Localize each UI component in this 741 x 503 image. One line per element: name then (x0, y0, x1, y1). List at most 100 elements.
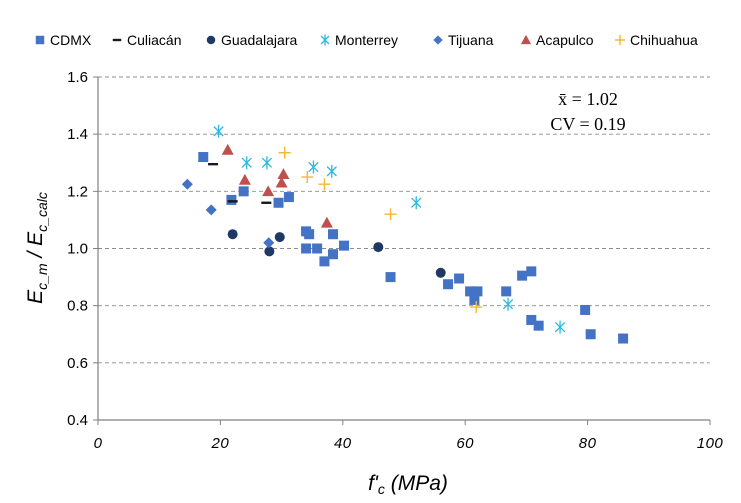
point-tijuana (263, 237, 275, 249)
point-acapulco (221, 143, 234, 155)
y-tick-label: 0.8 (67, 298, 88, 315)
point-tijuana (205, 204, 217, 216)
y-axis-title-sep: / (24, 246, 47, 264)
y-tick-label: 1.4 (67, 126, 88, 143)
point-acapulco (275, 176, 288, 188)
point-chihuahua (384, 208, 397, 221)
y-tick-label: 1.6 (67, 69, 88, 86)
legend-label-chihuahua: Chihuahua (630, 32, 698, 48)
point-cdmx (226, 194, 237, 205)
legend-marker-monterrey (320, 34, 330, 46)
legend-item-acapulco: Acapulco (520, 32, 594, 48)
x-tick-label: 20 (211, 435, 230, 452)
x-tick-label: 0 (94, 435, 103, 452)
point-monterrey (261, 156, 273, 170)
point-cdmx (526, 314, 537, 325)
point-monterrey (241, 156, 252, 170)
point-cdmx (301, 243, 312, 254)
point-cdmx (198, 152, 209, 163)
legend-item-cdmx: CDMX (35, 32, 92, 48)
x-tick-label: 100 (697, 435, 724, 452)
point-monterrey (411, 196, 422, 210)
point-cdmx (273, 197, 284, 208)
x-tick-label: 80 (579, 435, 597, 452)
point-cdmx (469, 294, 480, 305)
legend-marker-cdmx (35, 35, 45, 45)
point-chihuahua (278, 146, 291, 159)
legend-item-monterrey: Monterrey (320, 32, 398, 48)
point-cdmx (585, 329, 596, 340)
point-cdmx (580, 304, 591, 315)
y-tick-label: 0.4 (67, 412, 88, 429)
point-cdmx (385, 272, 396, 283)
y-tick-label: 0.6 (67, 355, 88, 372)
point-cdmx (319, 256, 330, 267)
x-axis-title-unit: (MPa) (385, 472, 448, 495)
x-axis-title-sub: c (378, 481, 385, 497)
x-tick-label: 60 (456, 435, 474, 452)
point-acapulco (277, 168, 290, 179)
x-axis-title: f'c (MPa) (368, 472, 448, 497)
point-cdmx (533, 320, 544, 331)
legend-marker-tijuana (433, 35, 443, 45)
point-guadalajara (227, 229, 238, 240)
point-guadalajara (274, 232, 285, 243)
point-guadalajara (373, 242, 384, 253)
point-cdmx (517, 270, 528, 281)
point-acapulco (262, 185, 275, 197)
point-cdmx (328, 249, 339, 260)
point-chihuahua (301, 171, 314, 184)
point-cdmx (526, 266, 537, 277)
point-cdmx (312, 243, 323, 254)
point-monterrey (213, 124, 224, 138)
point-cdmx (328, 229, 339, 240)
grid-layer (98, 76, 710, 364)
point-acapulco (320, 216, 333, 228)
mean-annotation: x̄ = 1.02 (558, 89, 618, 109)
x-axis-title-main: f' (368, 472, 379, 495)
legend-label-guadalajara: Guadalajara (221, 32, 297, 48)
point-chihuahua (470, 301, 483, 314)
point-monterrey (502, 297, 514, 311)
y-axis-title-den-sub: c_calc (34, 192, 50, 232)
legend-label-tijuana: Tijuana (448, 32, 494, 48)
legend-item-guadalajara: Guadalajara (206, 32, 297, 48)
point-cdmx (304, 229, 315, 240)
x-tick-label: 40 (334, 435, 352, 452)
legend: CDMX Culiacán Guadalajara Monterrey Tijuana A… (35, 32, 698, 48)
point-cdmx (454, 273, 465, 284)
legend-item-tijuana: Tijuana (433, 32, 494, 48)
point-cdmx (339, 240, 350, 251)
marks-layer (181, 124, 629, 344)
point-cdmx (472, 286, 483, 297)
cv-annotation: CV = 0.19 (550, 114, 625, 134)
point-chihuahua (318, 178, 331, 191)
y-axis-title: Ec_m / Ec_calc (24, 192, 50, 304)
legend-label-culiac-n: Culiacán (127, 32, 181, 48)
point-cdmx (618, 333, 629, 344)
point-cdmx (501, 286, 512, 297)
point-cdmx (283, 192, 294, 203)
y-tick-label: 1.0 (67, 241, 88, 258)
point-monterrey (554, 320, 566, 334)
legend-marker-acapulco (520, 34, 532, 45)
legend-label-acapulco: Acapulco (536, 32, 594, 48)
y-axis-title-num-sub: c_m (34, 263, 50, 290)
legend-label-cdmx: CDMX (50, 32, 92, 48)
legend-item-culiac-n: Culiacán (112, 32, 181, 48)
legend-label-monterrey: Monterrey (335, 32, 398, 48)
point-cdmx (443, 279, 454, 290)
legend-marker-chihuahua (614, 34, 626, 46)
legend-marker-guadalajara (206, 35, 216, 45)
point-cdmx (465, 286, 476, 297)
axes-layer: 0.4 0.6 0.8 1.0 1.2 1.4 1.6 0 20 40 60 80 100 (67, 69, 723, 452)
point-monterrey (308, 160, 319, 174)
y-axis-title-num-main: E (24, 289, 47, 304)
point-guadalajara (264, 246, 275, 257)
point-acapulco (238, 173, 251, 185)
legend-item-chihuahua: Chihuahua (614, 32, 698, 48)
point-tijuana (181, 178, 193, 190)
point-cdmx (238, 186, 249, 197)
